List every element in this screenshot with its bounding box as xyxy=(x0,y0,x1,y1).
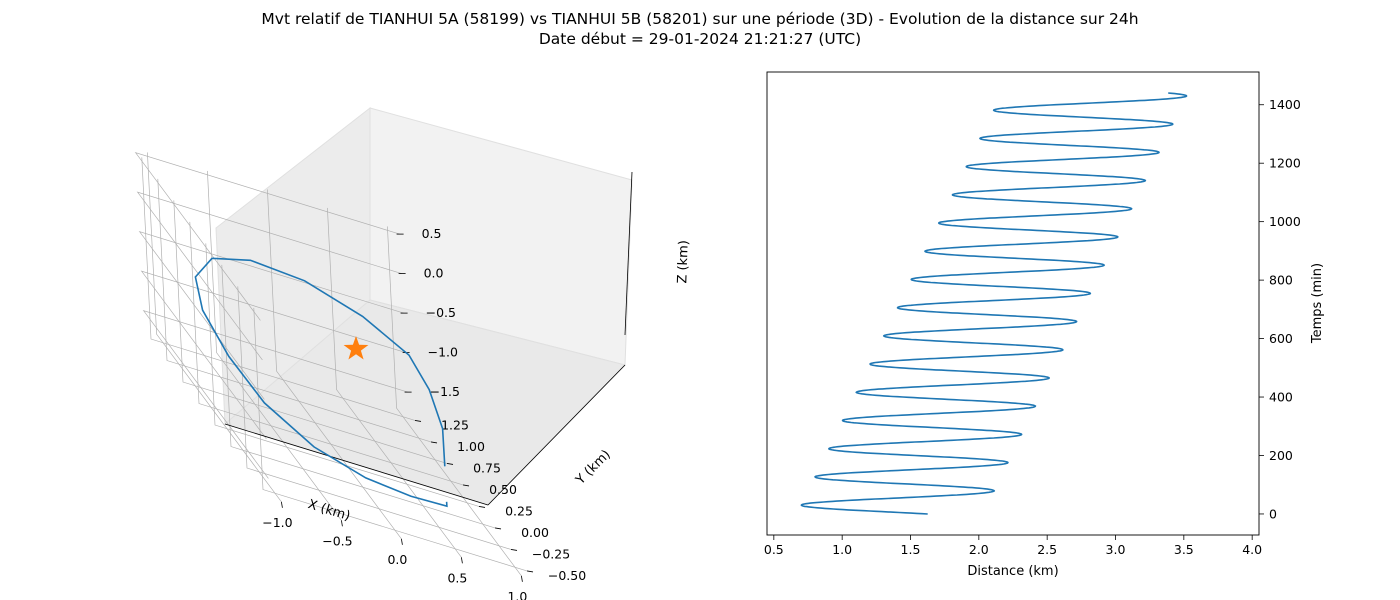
z-axis-label: Z (km) xyxy=(675,240,692,284)
grid-line xyxy=(147,152,282,503)
trajectory-3d-line xyxy=(194,257,448,508)
x-tick-label: 3.5 xyxy=(1174,542,1194,557)
y-tick-label: −0.50 xyxy=(548,568,586,583)
y-tick xyxy=(494,527,502,530)
y-tick-label: 0.00 xyxy=(521,525,549,540)
grid-line xyxy=(136,191,402,361)
y-tick-label: 1200 xyxy=(1269,156,1301,171)
y-tick-label: 1.25 xyxy=(441,417,469,432)
title-line-2: Date début = 29-01-2024 21:21:27 (UTC) xyxy=(538,30,862,48)
y-tick-label: 600 xyxy=(1269,331,1293,346)
x-axis-label: X (km) xyxy=(306,497,352,524)
y-tick xyxy=(526,570,534,573)
y-tick-label: 1400 xyxy=(1269,97,1301,112)
x-tick xyxy=(461,557,463,564)
x-tick-label: 4.0 xyxy=(1242,542,1262,557)
grid-line xyxy=(327,207,462,558)
x-tick-label: 2.5 xyxy=(1037,542,1057,557)
z-tick-label: 0.5 xyxy=(422,226,442,241)
x-tick xyxy=(341,520,343,527)
y-tick xyxy=(462,484,470,487)
y-tick xyxy=(430,441,438,444)
x-tick-label: 1.0 xyxy=(832,542,852,557)
grid-line xyxy=(142,310,408,479)
z-tick-label: −0.5 xyxy=(426,305,456,320)
x-tick-label: 1.0 xyxy=(507,589,527,600)
grid-line xyxy=(141,157,416,421)
grid-line xyxy=(138,231,404,400)
grid-line xyxy=(207,170,342,521)
grid-line xyxy=(253,307,528,572)
grid-line xyxy=(157,178,432,443)
z-tick-label: −1.0 xyxy=(428,345,458,360)
x-tick-label: −0.5 xyxy=(322,533,352,548)
y-tick-label: 800 xyxy=(1269,273,1293,288)
y-tick-label: 1000 xyxy=(1269,214,1301,229)
y-axis-3d: −0.50 −0.25 0.00 0.25 0.50 0.75 1.00 1.25 xyxy=(414,364,626,583)
grid-line xyxy=(140,270,406,440)
y-tick-label: 0.50 xyxy=(489,482,517,497)
title-line-1: Mvt relatif de TIANHUI 5A (58199) vs TIA… xyxy=(261,10,1139,28)
grid-line xyxy=(221,264,496,529)
y-axis-label-2d: Temps (min) xyxy=(1310,263,1325,344)
y-axis-line xyxy=(487,364,626,506)
z-axis-line xyxy=(624,171,633,336)
y-tick-label: −0.25 xyxy=(532,546,570,561)
x-axis-2d: 0.5 1.0 1.5 2.0 2.5 3.0 3.5 4.0 xyxy=(764,535,1262,557)
x-tick-label: 1.5 xyxy=(901,542,921,557)
x-tick-label: 0.5 xyxy=(447,570,467,585)
grid-line xyxy=(189,221,464,486)
grid-line xyxy=(173,200,448,464)
x-tick xyxy=(281,501,283,508)
z-tick-label: 0.0 xyxy=(424,266,444,281)
y-axis-2d: 0 200 400 600 800 1000 1200 1400 xyxy=(1259,97,1301,521)
x-tick-label: 3.0 xyxy=(1106,542,1126,557)
x-tick-label: 0.0 xyxy=(387,552,407,567)
y-axis-label: Y (km) xyxy=(573,447,614,488)
z-tick-label: −1.5 xyxy=(430,384,460,399)
plot-2d-frame xyxy=(766,71,1260,536)
y-tick-label: 1.00 xyxy=(457,439,485,454)
plot-2d: 0.5 1.0 1.5 2.0 2.5 3.0 3.5 4.0 0 200 400 600 800 10… xyxy=(764,71,1325,579)
grid-line xyxy=(205,243,480,507)
y-tick-label: 0 xyxy=(1269,506,1277,521)
y-tick xyxy=(414,420,422,422)
x-axis-line xyxy=(224,423,489,506)
grid-line xyxy=(267,189,402,540)
x-axis-3d: −1.0 −0.5 0.0 0.5 1.0 xyxy=(224,423,527,600)
y-tick-label: 0.25 xyxy=(505,503,533,518)
y-tick xyxy=(446,463,454,465)
x-tick-label: 2.0 xyxy=(969,542,989,557)
x-tick xyxy=(521,575,523,582)
x-tick xyxy=(401,538,403,545)
figure-title: Mvt relatif de TIANHUI 5A (58199) vs TIA… xyxy=(0,9,1400,49)
z-axis-3d: 0.5 0.0 −0.5 −1.0 −1.5 xyxy=(396,171,633,399)
y-tick-label: 200 xyxy=(1269,448,1293,463)
y-tick xyxy=(510,549,518,551)
x-tick-label: −1.0 xyxy=(262,515,292,530)
grid-line xyxy=(134,152,400,321)
distance-curve-line xyxy=(800,92,1188,515)
plot-3d: −1.0−0.50.00.51.0 −0.50−0.250.000.250.50… xyxy=(134,106,692,600)
grid-3d xyxy=(134,152,528,577)
x-axis-label-2d: Distance (km) xyxy=(967,564,1058,579)
x-tick-label: 0.5 xyxy=(764,542,784,557)
y-tick-label: 400 xyxy=(1269,390,1293,405)
y-tick-label: 0.75 xyxy=(473,460,501,475)
y-tick xyxy=(478,506,486,508)
start-star-marker xyxy=(343,336,369,360)
grid-line xyxy=(237,286,512,550)
grid-line xyxy=(387,226,522,577)
